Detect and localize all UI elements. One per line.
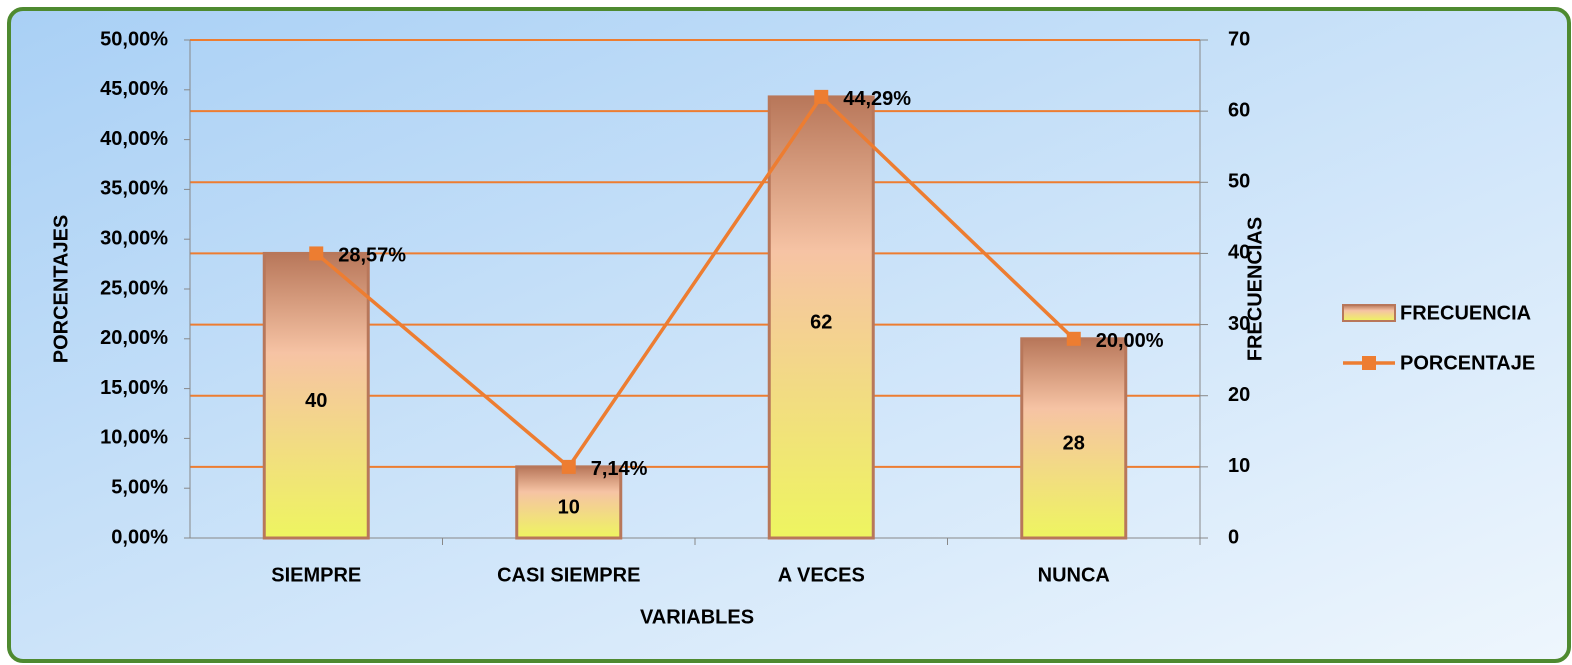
bar	[262, 251, 370, 540]
line-marker	[309, 246, 324, 261]
y2-tick-label: 40	[1228, 242, 1250, 264]
line-marker	[1066, 331, 1081, 346]
line-value-label: 20,00%	[1096, 330, 1164, 352]
legend-label: PORCENTAJE	[1400, 352, 1535, 374]
y-tick-label: 15,00%	[100, 377, 168, 399]
y2-tick-label: 70	[1228, 28, 1250, 50]
bar	[515, 465, 623, 540]
bar-value-label: 62	[810, 312, 832, 334]
x-tick-label: NUNCA	[1038, 564, 1110, 586]
bar-value-label: 40	[305, 390, 327, 412]
legend-swatch	[1342, 304, 1396, 322]
legend-label: FRECUENCIA	[1400, 302, 1531, 324]
bar-value-label: 28	[1063, 433, 1085, 455]
y2-tick-label: 10	[1228, 455, 1250, 477]
y2-tick-label: 50	[1228, 171, 1250, 193]
bar-value-label: 10	[558, 497, 580, 519]
y-tick-label: 40,00%	[100, 128, 168, 150]
line-marker	[561, 459, 576, 474]
y-tick-label: 10,00%	[100, 427, 168, 449]
y-tick-label: 0,00%	[111, 526, 168, 548]
bar	[1020, 337, 1128, 540]
x-tick-label: SIEMPRE	[271, 564, 361, 586]
y-tick-label: 25,00%	[100, 277, 168, 299]
y-tick-label: 30,00%	[100, 227, 168, 249]
line-value-label: 7,14%	[591, 458, 648, 480]
y-tick-label: 5,00%	[111, 476, 168, 498]
line	[315, 94, 1075, 470]
x-axis-label: VARIABLES	[640, 606, 754, 628]
y2-tick-label: 60	[1228, 99, 1250, 121]
y-tick-label: 50,00%	[100, 28, 168, 50]
line-value-label: 28,57%	[338, 245, 406, 267]
bar	[767, 95, 875, 540]
y-tick-label: 45,00%	[100, 78, 168, 100]
y2-axis-label: FRECUENCIAS	[1244, 217, 1266, 361]
line-marker	[814, 89, 829, 104]
y2-tick-label: 20	[1228, 384, 1250, 406]
line-value-label: 44,29%	[843, 88, 911, 110]
x-tick-label: CASI SIEMPRE	[497, 564, 640, 586]
y-tick-label: 35,00%	[100, 178, 168, 200]
legend-swatch	[1362, 356, 1376, 370]
y2-tick-label: 0	[1228, 526, 1239, 548]
y-axis-label: PORCENTAJES	[50, 215, 72, 364]
y2-tick-label: 30	[1228, 313, 1250, 335]
y-tick-label: 20,00%	[100, 327, 168, 349]
x-tick-label: A VECES	[778, 564, 865, 586]
